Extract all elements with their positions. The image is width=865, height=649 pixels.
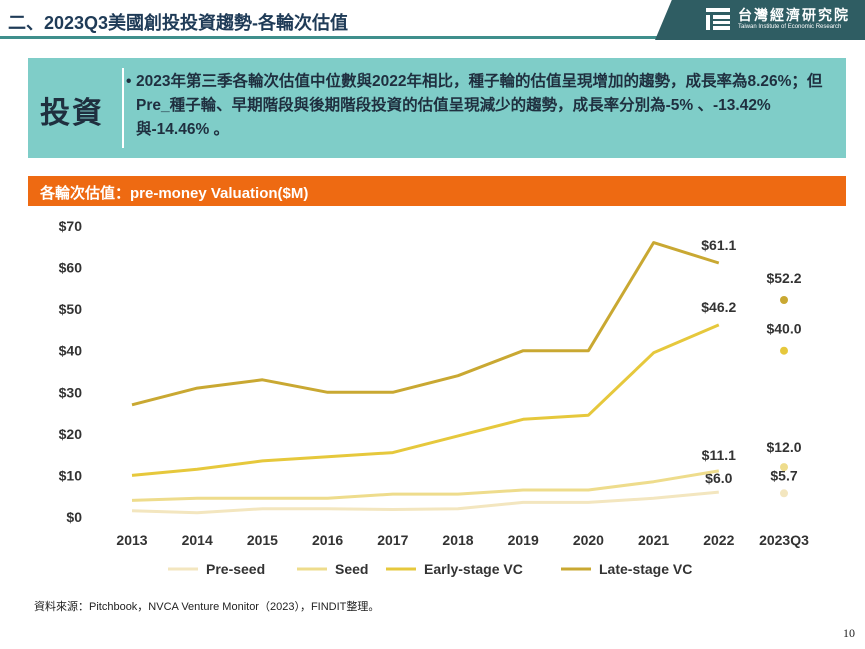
data-label: $11.1 — [702, 447, 736, 463]
data-label: $5.7 — [770, 467, 797, 483]
x-tick-label: 2013 — [116, 532, 147, 548]
y-tick-label: $20 — [59, 426, 83, 442]
x-tick-label: 2017 — [377, 532, 408, 548]
data-label: $40.0 — [766, 321, 801, 337]
summary-divider — [122, 68, 124, 148]
legend-label: Late-stage VC — [599, 561, 692, 577]
header-accent-line — [0, 36, 700, 39]
series-line-late-stage-vc — [131, 241, 720, 407]
x-tick-label: 2019 — [508, 532, 539, 548]
page-number: 10 — [843, 626, 855, 640]
data-point-2023q3-late-stage-vc — [780, 295, 788, 304]
series-line-early-stage-vc — [131, 323, 720, 477]
data-label: $6.0 — [705, 470, 732, 486]
y-tick-label: $10 — [59, 467, 83, 483]
logo-background — [655, 0, 865, 40]
legend-label: Seed — [335, 561, 368, 577]
data-point-2023q3-early-stage-vc — [780, 346, 788, 355]
y-tick-label: $40 — [59, 343, 83, 359]
data-label: $12.0 — [766, 439, 801, 455]
summary-text-content: 2023年第三季各輪次估值中位數與2022年相比，種子輪的估值呈現增加的趨勢，成… — [136, 73, 823, 138]
series-line-pre-seed — [131, 490, 719, 515]
data-label: $46.2 — [701, 299, 736, 315]
data-point-2023q3-pre-seed — [780, 489, 788, 498]
y-tick-label: $60 — [59, 260, 83, 276]
legend-label: Early-stage VC — [424, 561, 523, 577]
bullet-icon: • — [126, 73, 132, 90]
source-note: 資料來源：Pitchbook，NVCA Venture Monitor（2023… — [34, 601, 380, 613]
data-label: $61.1 — [701, 237, 736, 253]
summary-box: 投資 • 2023年第三季各輪次估值中位數與2022年相比，種子輪的估值呈現增加… — [28, 58, 846, 158]
x-tick-label: 2015 — [247, 532, 278, 548]
y-tick-label: $30 — [59, 384, 83, 400]
y-tick-label: $0 — [66, 509, 82, 525]
legend-label: Pre-seed — [206, 561, 265, 577]
institute-logo-icon — [706, 8, 730, 30]
summary-label: 投資 — [40, 97, 104, 130]
summary-text: • 2023年第三季各輪次估值中位數與2022年相比，種子輪的估值呈現增加的趨勢… — [126, 70, 826, 142]
chart-banner-title: 各輪次估值：pre-money Valuation($M) — [40, 185, 309, 202]
x-tick-label: 2023Q3 — [759, 532, 809, 548]
chart-banner: 各輪次估值：pre-money Valuation($M) — [28, 176, 846, 206]
x-tick-label: 2021 — [638, 532, 669, 548]
line-chart: $0 $10 $20 $30 $40 $50 $60 $70 2013 2014 2015 2016 2… — [59, 218, 809, 577]
y-tick-label: $70 — [59, 218, 83, 234]
x-tick-label: 2020 — [573, 532, 604, 548]
y-tick-label: $50 — [59, 301, 83, 317]
logo-english-name: Taiwan Institute of Economic Research — [738, 24, 842, 30]
page-title: 二、2023Q3美國創投投資趨勢-各輪次估值 — [8, 13, 349, 33]
x-tick-label: 2016 — [312, 532, 343, 548]
logo-chinese-name: 台灣經濟研究院 — [738, 7, 850, 23]
data-point-2023q3-seed — [780, 463, 788, 472]
x-tick-label: 2018 — [442, 532, 473, 548]
x-tick-label: 2022 — [703, 532, 734, 548]
series-line-seed — [131, 469, 720, 502]
x-tick-label: 2014 — [182, 532, 213, 548]
data-label: $52.2 — [766, 270, 801, 286]
